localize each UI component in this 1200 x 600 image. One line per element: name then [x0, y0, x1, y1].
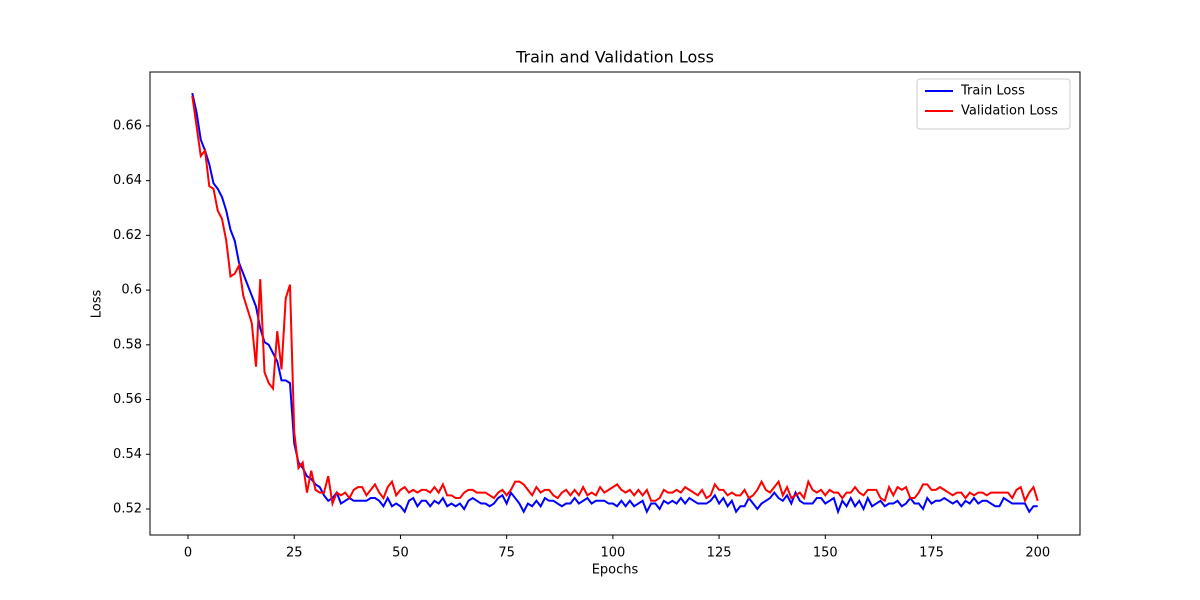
- y-tick-label: 0.66: [113, 118, 142, 133]
- chart-title: Train and Validation Loss: [515, 48, 714, 67]
- y-tick-label: 0.58: [113, 337, 142, 352]
- x-tick-label: 200: [1025, 546, 1050, 561]
- y-tick-label: 0.64: [113, 173, 142, 188]
- y-tick-label: 0.62: [113, 228, 142, 243]
- line-series: [191, 95, 1039, 508]
- x-tick-label: 150: [813, 546, 838, 561]
- plot-frame: [149, 71, 1081, 536]
- line-series: [191, 92, 1038, 515]
- x-tick-label: 100: [600, 546, 625, 561]
- legend-label: Train Loss: [960, 84, 1025, 99]
- legend-box: [916, 78, 1071, 130]
- y-tick-label: 0.52: [113, 502, 142, 517]
- x-tick-label: 125: [707, 546, 732, 561]
- x-tick-label: 75: [498, 546, 515, 561]
- y-tick-label: 0.54: [113, 447, 142, 462]
- y-tick-label: 0.6: [121, 283, 142, 298]
- y-tick-label: 0.56: [113, 392, 142, 407]
- legend-label: Validation Loss: [961, 104, 1058, 119]
- x-tick-label: 0: [184, 546, 192, 561]
- x-tick-label: 175: [919, 546, 944, 561]
- y-axis-label: Loss: [90, 290, 105, 319]
- x-tick-label: 50: [392, 546, 409, 561]
- x-axis-label: Epochs: [592, 563, 639, 578]
- x-tick-label: 25: [286, 546, 303, 561]
